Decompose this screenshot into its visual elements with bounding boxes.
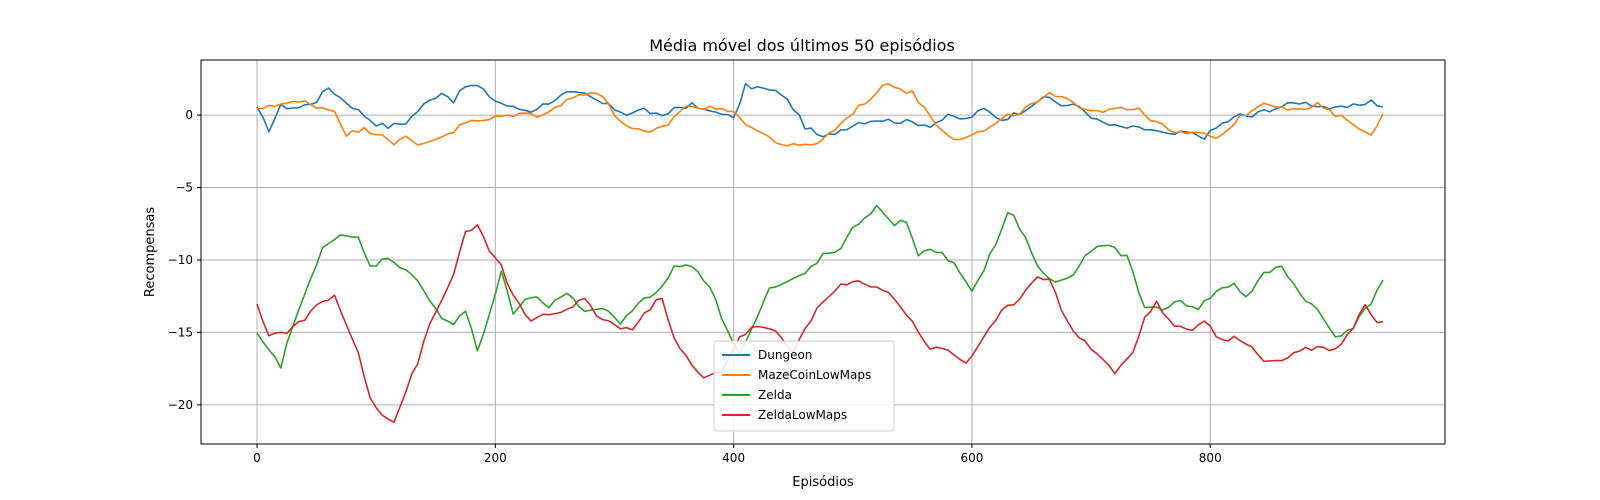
- series-line-zelda: [256, 204, 1384, 369]
- axis-ticks: 0 200 400 600 800 0 −5 −10 −15 −20: [168, 108, 1222, 465]
- legend-entry: MazeCoinLowMaps: [758, 368, 871, 382]
- x-tick-label: 200: [484, 451, 507, 465]
- x-tick-label: 0: [253, 451, 261, 465]
- x-axis-label: Episódios: [792, 475, 854, 490]
- series-line-mazecoinlowmaps: [257, 83, 1384, 147]
- legend-box: [713, 340, 895, 432]
- chart-title: Média móvel dos últimos 50 episódios: [649, 36, 955, 55]
- series-line-dungeon: [256, 82, 1384, 140]
- y-axis-label: Recompensas: [143, 207, 158, 297]
- legend-entry: Zelda: [758, 388, 792, 402]
- x-tick-label: 800: [1199, 451, 1222, 465]
- legend: Dungeon MazeCoinLowMaps Zelda ZeldaLowMaps: [713, 340, 895, 432]
- plot-frame: [200, 59, 1446, 445]
- y-tick-label: −5: [175, 181, 193, 195]
- legend-entry: Dungeon: [758, 348, 812, 362]
- x-tick-label: 600: [960, 451, 983, 465]
- y-tick-label: 0: [185, 108, 193, 122]
- y-tick-label: −15: [168, 325, 193, 339]
- series-line-zeldalowmaps: [256, 224, 1384, 423]
- y-tick-label: −20: [168, 398, 193, 412]
- y-tick-label: −10: [168, 253, 193, 267]
- legend-entry: ZeldaLowMaps: [758, 408, 847, 422]
- x-tick-label: 400: [722, 451, 745, 465]
- series-lines: [256, 82, 1384, 423]
